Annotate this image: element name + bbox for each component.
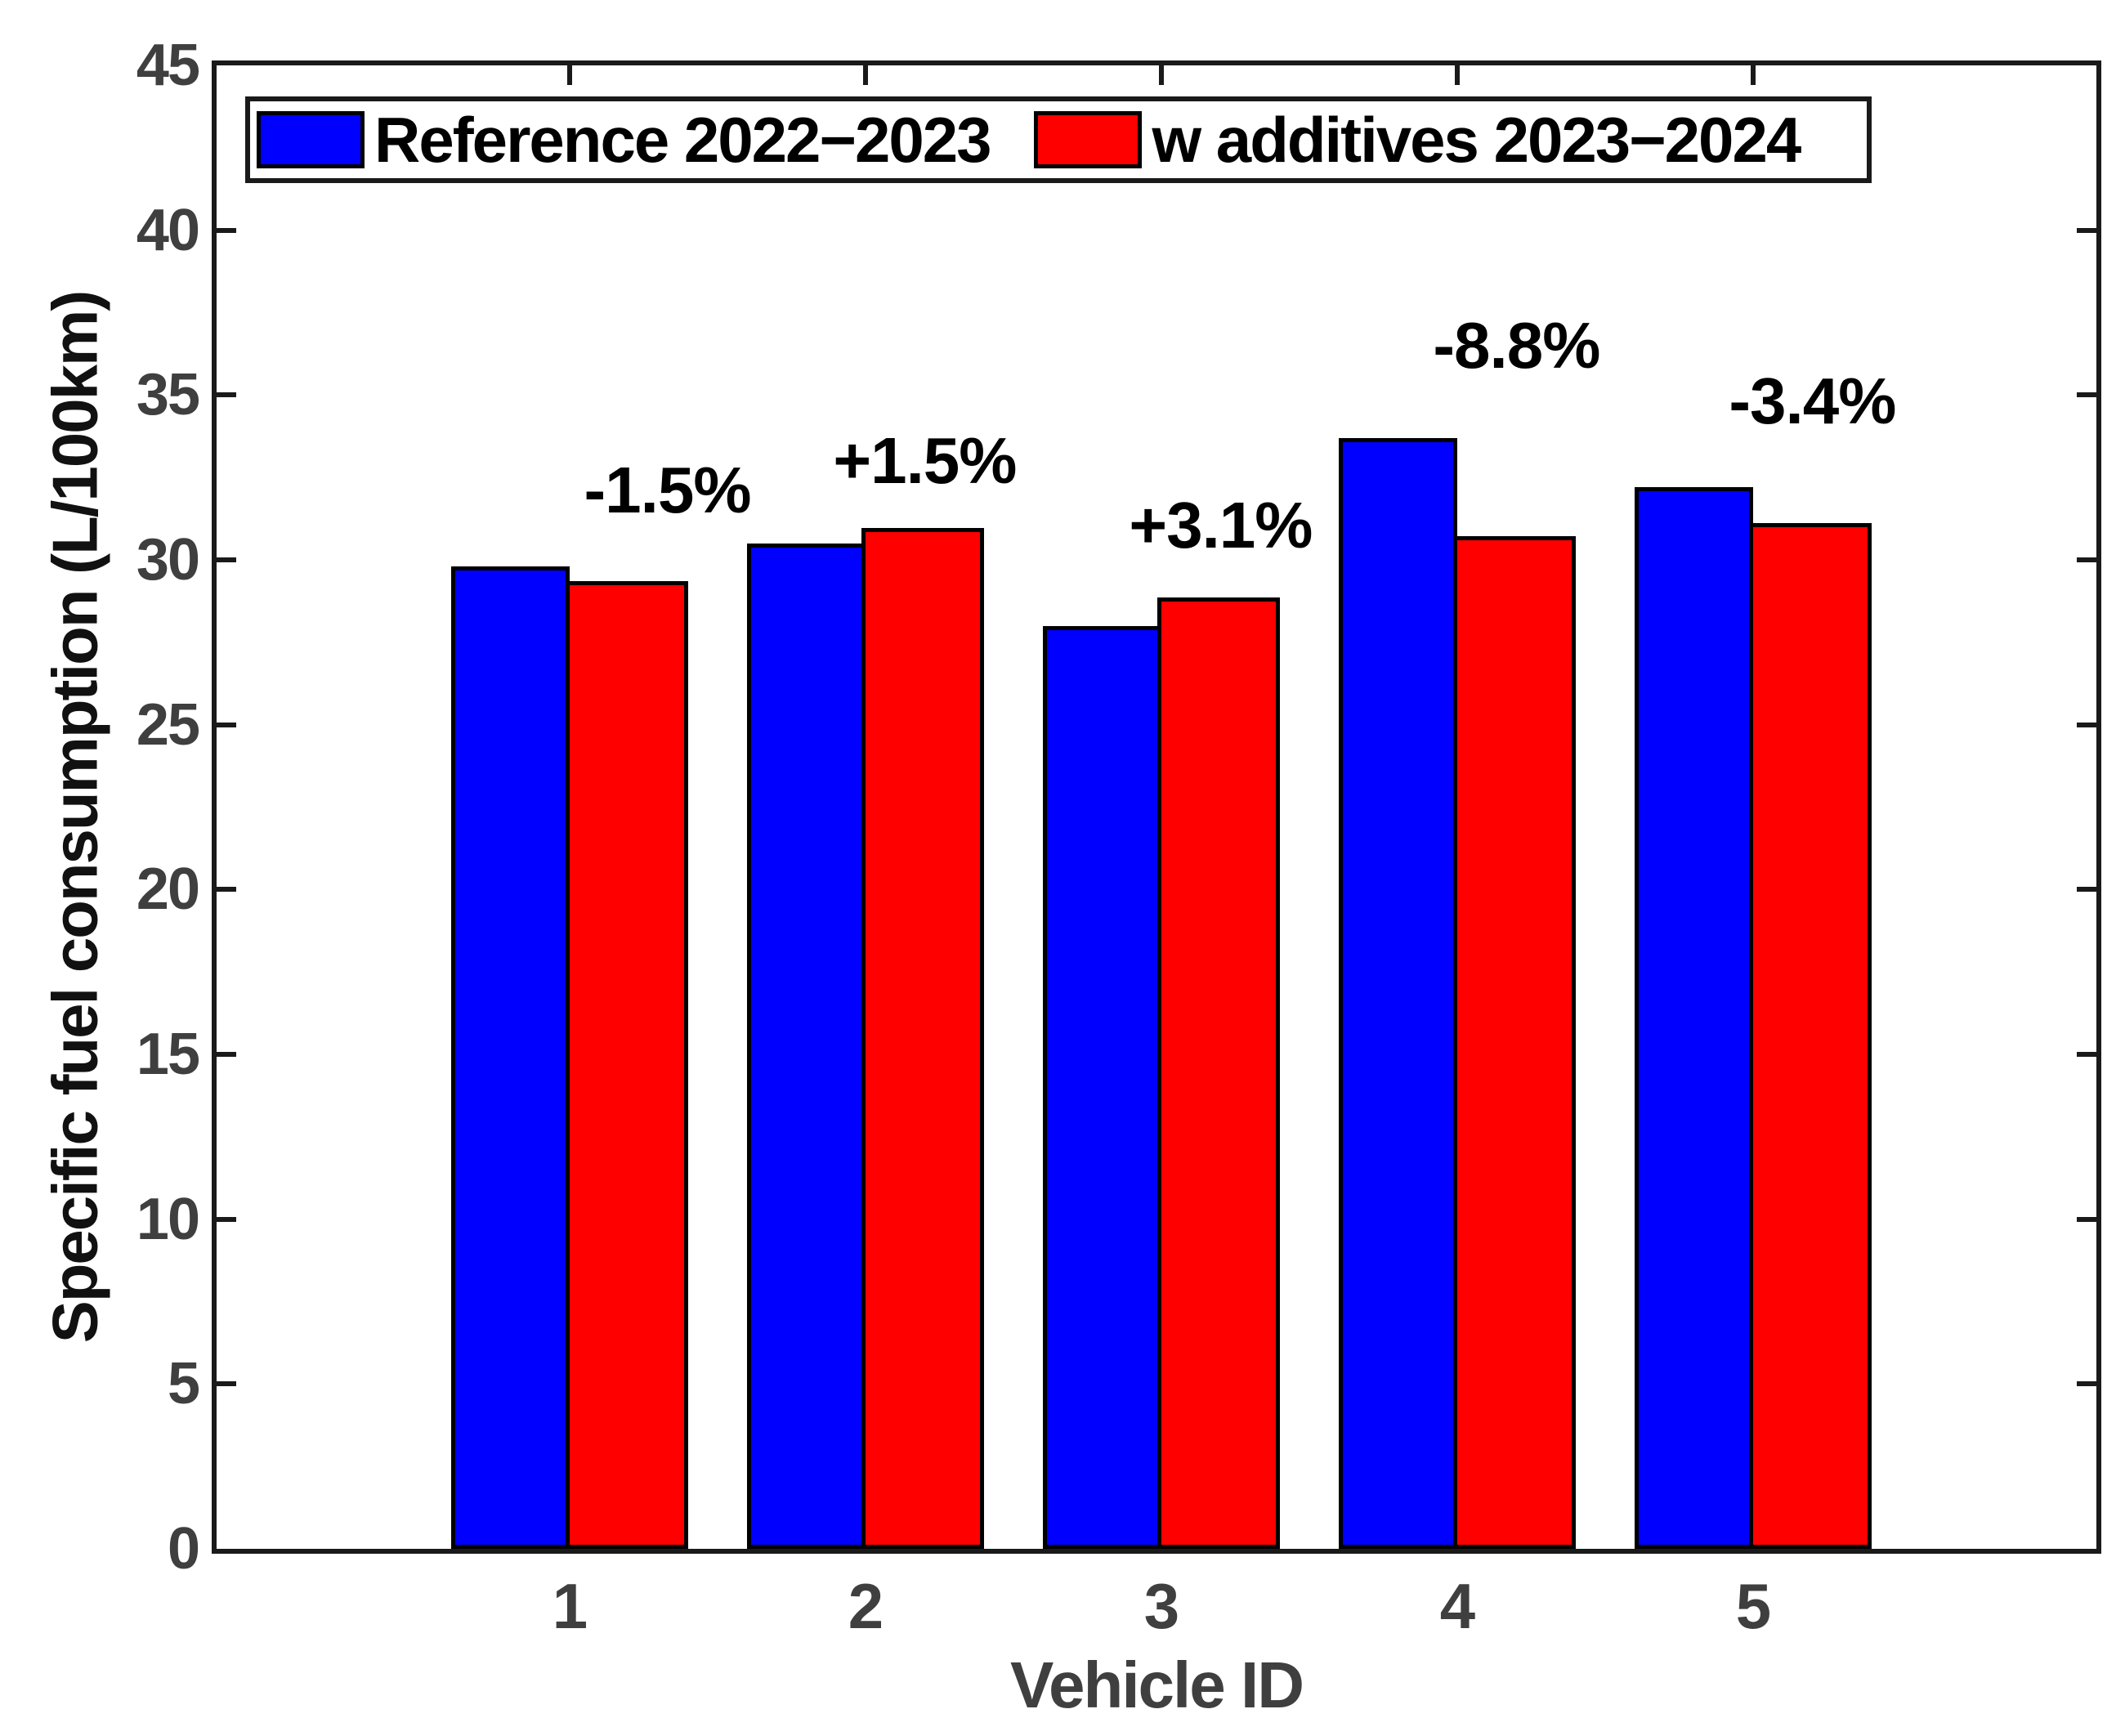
bar-additives-2 bbox=[861, 528, 984, 1549]
y-tick-label-10: 10 bbox=[136, 1186, 200, 1252]
x-tick-top-3 bbox=[1159, 65, 1164, 85]
y-tick-left-15 bbox=[217, 1052, 236, 1057]
y-tick-label-20: 20 bbox=[136, 857, 200, 923]
y-tick-left-35 bbox=[217, 392, 236, 398]
bar-additives-5 bbox=[1749, 523, 1872, 1549]
annotation-vehicle-2: +1.5% bbox=[833, 424, 1017, 497]
x-axis-label: Vehicle ID bbox=[1010, 1649, 1304, 1721]
bar-reference-2 bbox=[747, 543, 866, 1549]
x-tick-label-1: 1 bbox=[552, 1570, 588, 1642]
y-tick-label-30: 30 bbox=[136, 527, 200, 593]
y-tick-left-10 bbox=[217, 1216, 236, 1222]
plot-area bbox=[212, 60, 2101, 1554]
y-tick-left-30 bbox=[217, 557, 236, 562]
bar-additives-3 bbox=[1157, 597, 1280, 1549]
annotation-vehicle-4: -8.8% bbox=[1433, 308, 1600, 382]
y-axis-label: Specific fuel consumption (L/100km) bbox=[38, 291, 111, 1344]
y-tick-right-25 bbox=[2077, 722, 2096, 727]
x-tick-label-2: 2 bbox=[848, 1570, 884, 1642]
y-tick-right-30 bbox=[2077, 557, 2096, 562]
annotation-vehicle-1: -1.5% bbox=[584, 454, 751, 527]
bar-reference-1 bbox=[451, 566, 570, 1549]
x-tick-top-2 bbox=[863, 65, 868, 85]
y-tick-label-45: 45 bbox=[136, 33, 200, 98]
y-tick-left-25 bbox=[217, 722, 236, 727]
y-tick-right-20 bbox=[2077, 887, 2096, 893]
y-tick-label-15: 15 bbox=[136, 1022, 200, 1087]
y-tick-left-20 bbox=[217, 887, 236, 893]
y-tick-left-40 bbox=[217, 227, 236, 233]
bar-additives-4 bbox=[1453, 535, 1576, 1549]
y-tick-label-25: 25 bbox=[136, 691, 200, 758]
bar-reference-4 bbox=[1339, 437, 1457, 1549]
legend: Reference 2022−2023 w additives 2023−202… bbox=[245, 96, 1872, 183]
x-tick-top-5 bbox=[1751, 65, 1756, 85]
annotation-vehicle-3: +3.1% bbox=[1129, 488, 1313, 562]
bar-reference-5 bbox=[1635, 487, 1753, 1549]
y-tick-right-5 bbox=[2077, 1381, 2096, 1387]
x-tick-top-1 bbox=[567, 65, 572, 85]
y-tick-right-15 bbox=[2077, 1052, 2096, 1057]
y-tick-left-5 bbox=[217, 1381, 236, 1387]
legend-label-reference: Reference 2022−2023 bbox=[374, 104, 991, 176]
y-tick-label-40: 40 bbox=[136, 197, 200, 263]
legend-swatch-reference bbox=[257, 111, 365, 168]
y-tick-right-10 bbox=[2077, 1216, 2096, 1222]
y-tick-label-5: 5 bbox=[167, 1351, 200, 1417]
legend-label-additives: w additives 2023−2024 bbox=[1152, 104, 1801, 176]
bar-additives-1 bbox=[566, 581, 688, 1549]
y-tick-label-0: 0 bbox=[167, 1516, 200, 1582]
x-tick-label-3: 3 bbox=[1143, 1570, 1179, 1642]
y-tick-label-35: 35 bbox=[136, 362, 200, 428]
annotation-vehicle-5: -3.4% bbox=[1729, 365, 1896, 438]
x-tick-label-4: 4 bbox=[1439, 1570, 1475, 1642]
x-tick-label-5: 5 bbox=[1735, 1570, 1771, 1642]
y-tick-right-35 bbox=[2077, 392, 2096, 398]
bar-reference-3 bbox=[1043, 625, 1161, 1549]
y-tick-right-40 bbox=[2077, 227, 2096, 233]
x-tick-top-4 bbox=[1455, 65, 1460, 85]
legend-swatch-additives bbox=[1034, 111, 1143, 168]
